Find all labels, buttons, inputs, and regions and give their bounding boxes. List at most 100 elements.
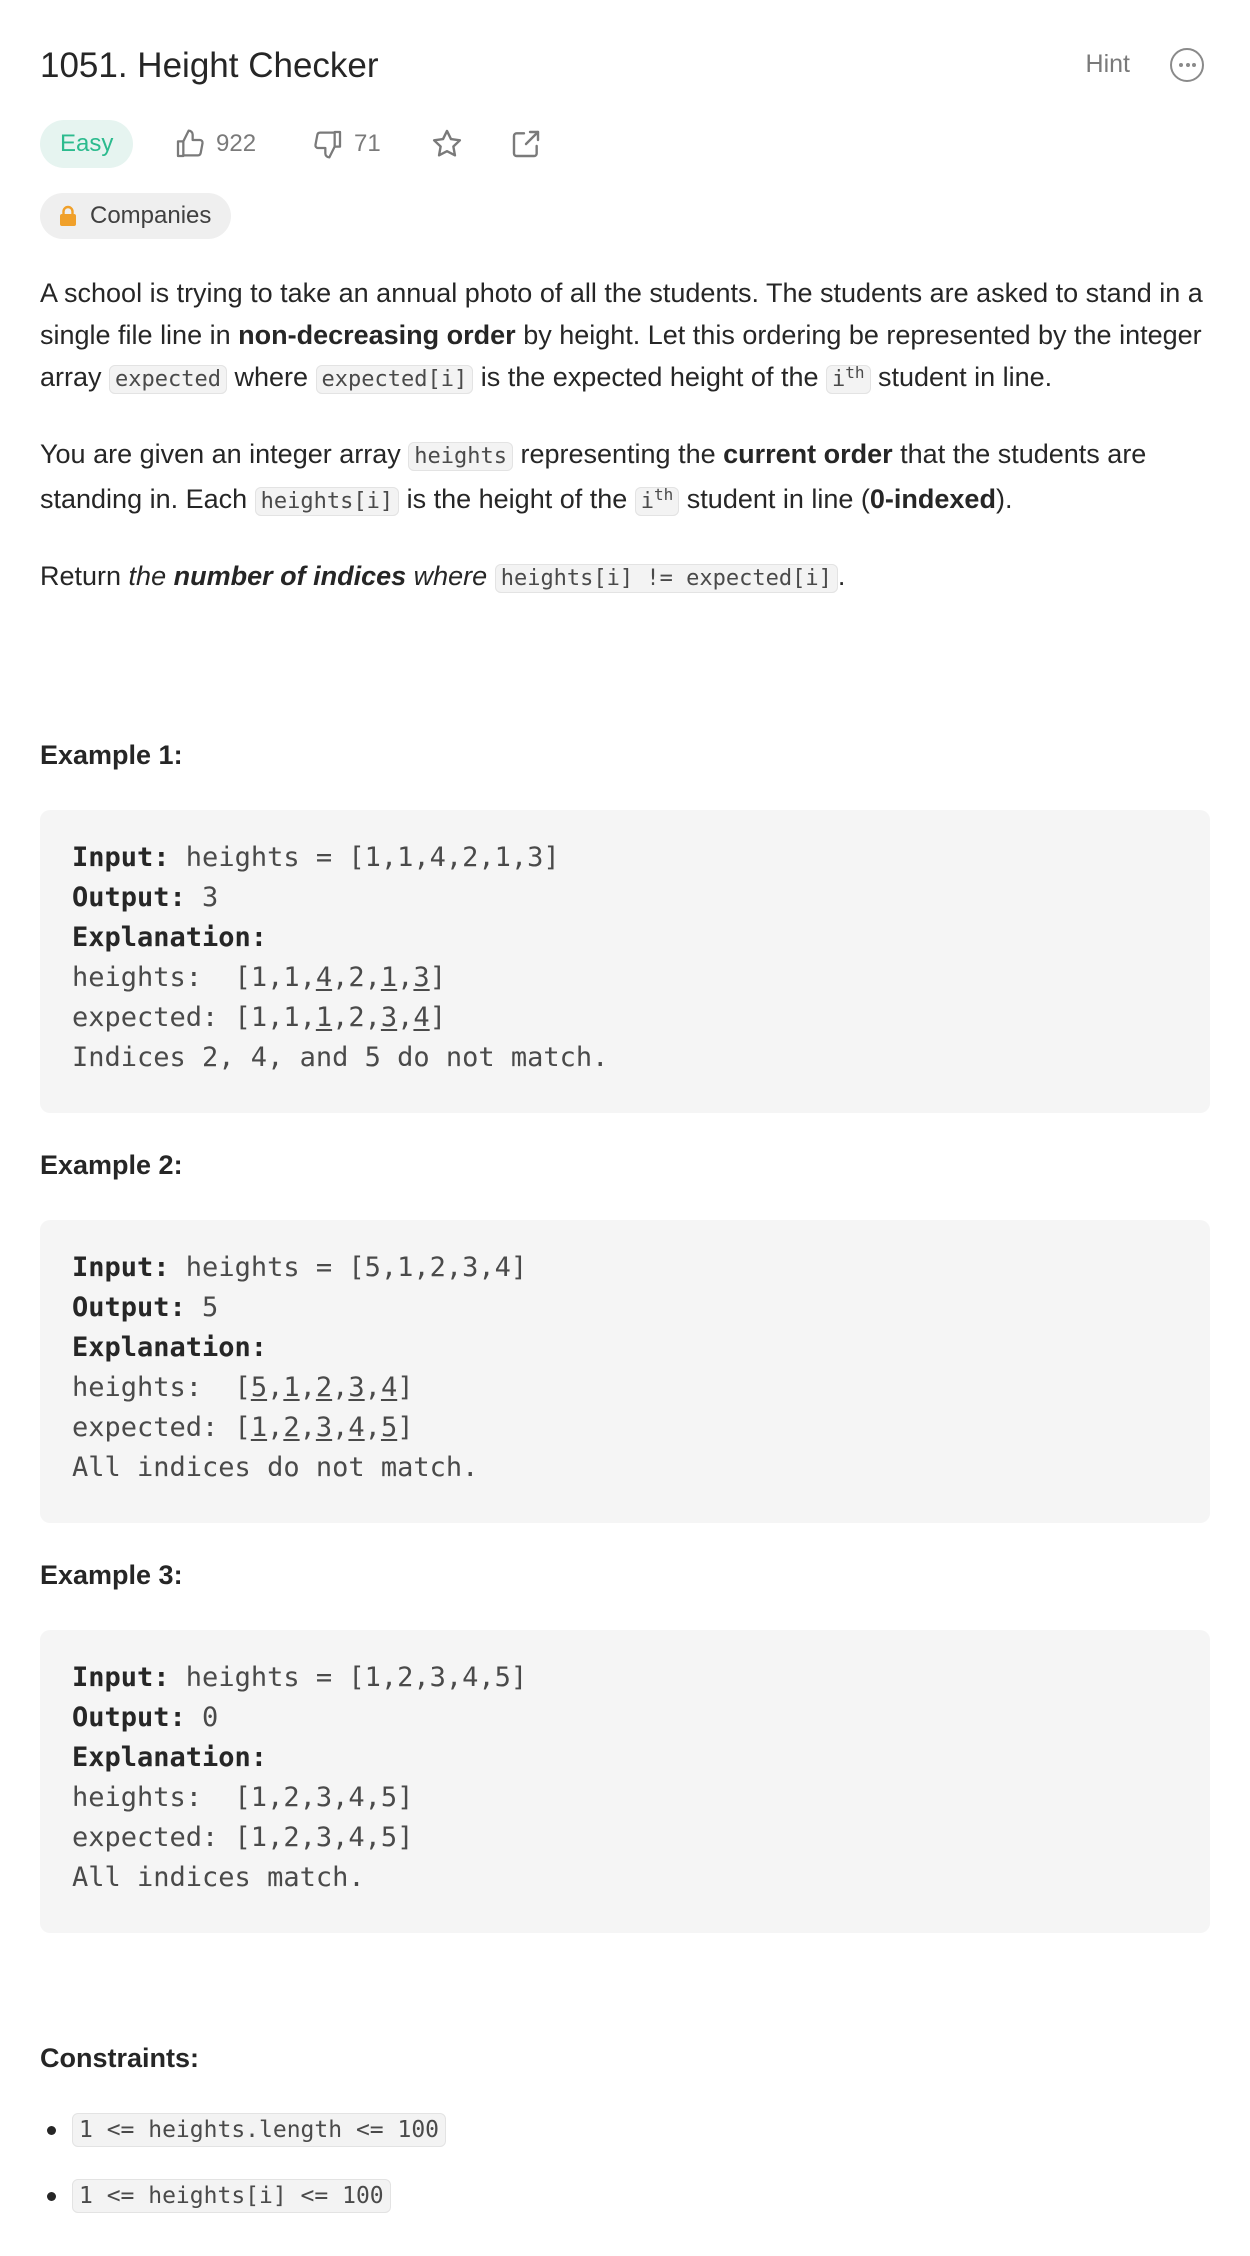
bold-text: current order	[723, 439, 893, 469]
text: representing the	[512, 439, 724, 469]
array-values: 5,1,2,3,4	[250, 1372, 398, 1403]
constraints-heading: Constraints:	[40, 2043, 200, 2073]
array-values: 1,1,4,2,1,3	[250, 962, 430, 993]
example-1-block: Input: heights = [1,1,4,2,1,3] Output: 3…	[40, 810, 1210, 1113]
text: Return	[40, 561, 129, 591]
inline-code: expected[i]	[315, 365, 474, 394]
dislike-count: 71	[354, 130, 381, 157]
constraints-list: 1 <= heights.length <= 100 1 <= heights[…	[40, 2110, 447, 2242]
inline-code: expected	[109, 365, 227, 394]
array-values: 1,2,3,4,5	[250, 1412, 398, 1443]
list-item: 1 <= heights[i] <= 100	[40, 2176, 446, 2216]
text	[487, 561, 495, 591]
input-label: Input:	[72, 842, 170, 873]
statement-paragraph-3: Return the number of indices where heigh…	[40, 555, 1210, 600]
output-label: Output:	[72, 1292, 186, 1323]
title-row: 1051. Height Checker Hint	[40, 40, 1210, 96]
code-text: i	[832, 367, 846, 392]
output-value: 0	[185, 1702, 219, 1733]
example-line: expected: [1,2,3,4,5]	[72, 1412, 414, 1443]
example-line: All indices do not match.	[72, 1452, 479, 1483]
inline-code: heights[i]	[254, 487, 400, 516]
problem-statement: A school is trying to take an annual pho…	[40, 272, 1210, 632]
example-3-heading: Example 3:	[40, 1560, 183, 1590]
inline-code: ith	[826, 365, 871, 394]
statement-paragraph-1: A school is trying to take an annual pho…	[40, 272, 1210, 401]
input-label: Input:	[72, 1662, 170, 1693]
problem-title: 1051. Height Checker	[40, 46, 379, 85]
text: student in line (	[679, 484, 870, 514]
text: .	[837, 561, 846, 591]
inline-code: heights[i] != expected[i]	[494, 564, 838, 593]
text: ).	[995, 484, 1013, 514]
example-line: heights: [5,1,2,3,4]	[72, 1372, 414, 1403]
code-text: i	[640, 489, 655, 514]
favorite-button[interactable]	[430, 120, 464, 168]
dislike-button[interactable]: 71	[312, 120, 381, 168]
example-input: Input: heights = [1,1,4,2,1,3]	[72, 838, 1178, 878]
meta-row: Easy 922 71	[40, 120, 1210, 168]
constraint-code: 1 <= heights.length <= 100	[72, 2113, 447, 2147]
list-item: 1 <= heights.length <= 100	[40, 2110, 447, 2150]
text: where	[227, 362, 316, 392]
statement-paragraph-2: You are given an integer array heights r…	[40, 433, 1210, 523]
example-explanation-label: Explanation:	[72, 918, 1178, 958]
companies-label: Companies	[90, 202, 212, 229]
difficulty-badge: Easy	[40, 120, 134, 168]
input-value: heights = [1,2,3,4,5]	[169, 1662, 528, 1693]
input-value: heights = [1,1,4,2,1,3]	[169, 842, 560, 873]
constraint-code: 1 <= heights[i] <= 100	[72, 2179, 391, 2213]
example-output: Output: 0	[72, 1698, 1178, 1738]
text: is the height of the	[399, 484, 635, 514]
explanation-label: Explanation:	[72, 922, 268, 953]
input-value: heights = [5,1,2,3,4]	[169, 1252, 528, 1283]
output-value: 3	[185, 882, 219, 913]
bold-text: 0-indexed	[869, 484, 996, 514]
italic-text: the	[128, 561, 174, 591]
more-icon[interactable]	[1170, 48, 1204, 82]
example-line: All indices match.	[72, 1862, 365, 1893]
example-line: heights: [1,1,4,2,1,3]	[72, 962, 446, 993]
example-line: heights: [1,2,3,4,5]	[72, 1782, 414, 1813]
example-explanation-label: Explanation:	[72, 1738, 1178, 1778]
like-count: 922	[216, 130, 257, 157]
text: student in line.	[870, 362, 1053, 392]
example-input: Input: heights = [5,1,2,3,4]	[72, 1248, 1178, 1288]
example-2-heading: Example 2:	[40, 1150, 183, 1180]
superscript: th	[654, 485, 674, 504]
example-input: Input: heights = [1,2,3,4,5]	[72, 1658, 1178, 1698]
share-icon	[512, 130, 540, 158]
bold-italic-text: number of indices	[173, 561, 407, 591]
text: is the expected height of the	[473, 362, 826, 392]
share-button[interactable]	[510, 120, 542, 168]
example-line: expected: [1,1,1,2,3,4]	[72, 1002, 446, 1033]
output-label: Output:	[72, 882, 186, 913]
companies-button[interactable]: Companies	[40, 193, 232, 239]
input-label: Input:	[72, 1252, 170, 1283]
explanation-label: Explanation:	[72, 1742, 268, 1773]
text: by height. Let this ordering be represen…	[40, 320, 1202, 392]
example-line: Indices 2, 4, and 5 do not match.	[72, 1042, 609, 1073]
example-2-block: Input: heights = [5,1,2,3,4] Output: 5 E…	[40, 1220, 1210, 1523]
thumbs-down-icon	[314, 130, 342, 159]
star-icon	[432, 129, 462, 157]
text: A school is trying to take an annual pho…	[40, 278, 1203, 350]
example-line: expected: [1,2,3,4,5]	[72, 1822, 414, 1853]
superscript: th	[845, 363, 865, 382]
output-label: Output:	[72, 1702, 186, 1733]
example-1-heading: Example 1:	[40, 740, 183, 770]
thumbs-up-icon	[176, 129, 204, 158]
text: that the students are standing in. Each	[40, 439, 1147, 514]
italic-text: where	[406, 561, 488, 591]
bold-text: non-decreasing order	[238, 320, 516, 350]
like-button[interactable]: 922	[174, 120, 256, 168]
example-explanation-label: Explanation:	[72, 1328, 1178, 1368]
explanation-label: Explanation:	[72, 1332, 268, 1363]
example-output: Output: 3	[72, 878, 1178, 918]
example-3-block: Input: heights = [1,2,3,4,5] Output: 0 E…	[40, 1630, 1210, 1933]
inline-code: heights	[408, 442, 513, 471]
hint-button[interactable]: Hint	[1085, 50, 1130, 78]
inline-code: ith	[634, 485, 680, 516]
text: You are given an integer array	[40, 439, 409, 469]
lock-icon	[60, 205, 76, 226]
